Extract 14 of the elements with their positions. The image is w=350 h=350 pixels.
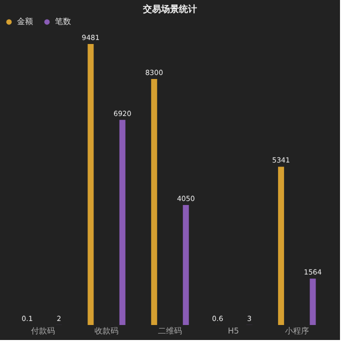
bar (119, 120, 126, 325)
bar (88, 44, 94, 325)
x-tick-label: 小程序 (284, 326, 309, 336)
x-tick-label: 付款码 (31, 326, 56, 336)
bar (151, 79, 158, 325)
legend-label: 笔数 (55, 17, 71, 26)
x-tick-label: 收款码 (94, 326, 119, 336)
legend-label: 金额 (17, 17, 33, 26)
bar (310, 278, 316, 325)
chart-title: 交易场景统计 (142, 4, 197, 15)
bar (278, 166, 284, 325)
bar (182, 204, 189, 325)
x-tick-label: H5 (228, 326, 240, 336)
x-tick-label: 二维码 (158, 326, 182, 336)
